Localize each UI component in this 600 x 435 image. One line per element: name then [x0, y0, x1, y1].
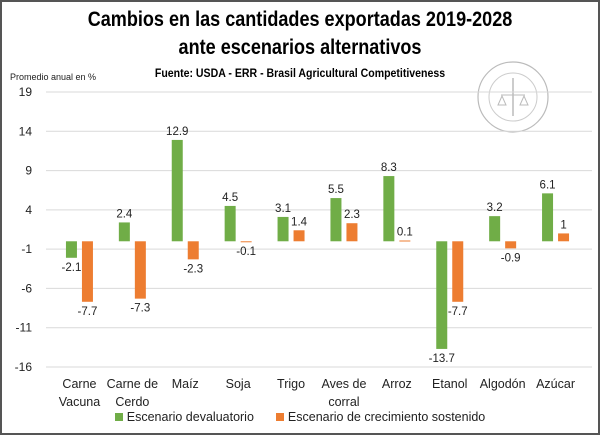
legend-label: Escenario devaluatorio: [126, 410, 254, 424]
data-label: 8.3: [381, 162, 397, 174]
bar-crecimiento: [452, 241, 464, 302]
data-label: -7.3: [130, 303, 150, 315]
y-tick-label: -11: [16, 321, 33, 335]
chart-subtitle: Fuente: USDA - ERR - Brasil Agricultural…: [154, 66, 446, 80]
legend-item-devaluatorio: Escenario devaluatorio: [114, 410, 254, 424]
data-label: 4.5: [222, 192, 238, 204]
y-tick-label: -6: [21, 281, 32, 295]
chart-title: Cambios en las cantidades exportadas 201…: [87, 8, 513, 31]
y-tick-label: 9: [25, 164, 32, 178]
bar-crecimiento: [187, 241, 199, 260]
bar-crecimiento: [293, 230, 305, 242]
x-tick-label: Maíz: [172, 377, 199, 391]
x-tick-label: Aves de: [321, 377, 366, 391]
data-label: 0.1: [397, 227, 413, 239]
data-label: -2.3: [183, 263, 203, 275]
y-tick-label: 4: [25, 203, 32, 217]
data-label: 2.3: [344, 209, 360, 221]
x-tick-label: Etanol: [432, 377, 467, 391]
x-tick-label: Carne de: [107, 377, 158, 391]
legend-label: Escenario de crecimiento sostenido: [287, 410, 486, 424]
bar-devaluatorio: [277, 216, 289, 242]
bar-crecimiento: [134, 241, 146, 299]
bar-devaluatorio: [118, 222, 130, 242]
data-label: 6.1: [540, 179, 556, 191]
bar-devaluatorio: [383, 176, 395, 242]
data-label: 3.1: [275, 203, 291, 215]
x-tick-label: Azúcar: [536, 377, 575, 391]
x-tick-label: Soja: [226, 377, 251, 391]
data-label: 1: [560, 219, 566, 231]
data-label: 5.5: [328, 184, 344, 196]
x-tick-label: Algodón: [480, 377, 526, 391]
data-label: 3.2: [487, 202, 503, 214]
legend-swatch: [275, 413, 284, 421]
data-label: -13.7: [429, 353, 455, 365]
bar-crecimiento: [81, 241, 93, 302]
x-tick-label: Cerdo: [115, 395, 149, 409]
data-label: -0.9: [501, 252, 521, 264]
bar-devaluatorio: [542, 193, 554, 242]
bar-crecimiento: [240, 241, 252, 243]
x-tick-label: corral: [328, 395, 359, 409]
y-tick-label: -16: [15, 360, 33, 374]
bar-devaluatorio: [436, 241, 448, 349]
data-label: 1.4: [291, 216, 308, 228]
y-tick-label: 19: [19, 85, 33, 99]
bar-devaluatorio: [171, 139, 183, 242]
y-tick-label: 14: [19, 124, 33, 138]
x-tick-label: Arroz: [382, 377, 412, 391]
legend: Escenario devaluatorio Escenario de crec…: [2, 410, 598, 424]
data-label: 2.4: [116, 208, 133, 220]
bar-devaluatorio: [489, 216, 501, 242]
bar-crecimiento: [346, 223, 358, 242]
data-label: 12.9: [166, 126, 188, 138]
bar-crecimiento: [505, 241, 517, 249]
data-label: -2.1: [62, 262, 82, 274]
legend-swatch: [114, 413, 123, 421]
legend-item-crecimiento: Escenario de crecimiento sostenido: [275, 410, 486, 424]
bar-devaluatorio: [330, 198, 342, 242]
x-tick-label: Vacuna: [59, 395, 101, 409]
y-axis-label: Promedio anual en %: [10, 72, 97, 82]
data-label: -0.1: [236, 246, 256, 258]
bar-devaluatorio: [224, 205, 236, 242]
chart-title-line2: ante escenarios alternativos: [178, 36, 422, 59]
x-tick-label: Carne: [62, 377, 96, 391]
data-label: -7.7: [78, 306, 98, 318]
y-tick-label: -1: [21, 242, 32, 256]
bar-devaluatorio: [65, 241, 77, 258]
x-tick-label: Trigo: [277, 377, 305, 391]
watermark-seal-logo: [477, 61, 549, 133]
bar-crecimiento: [399, 240, 411, 242]
data-label: -7.7: [448, 306, 468, 318]
bar-crecimiento: [558, 233, 570, 242]
